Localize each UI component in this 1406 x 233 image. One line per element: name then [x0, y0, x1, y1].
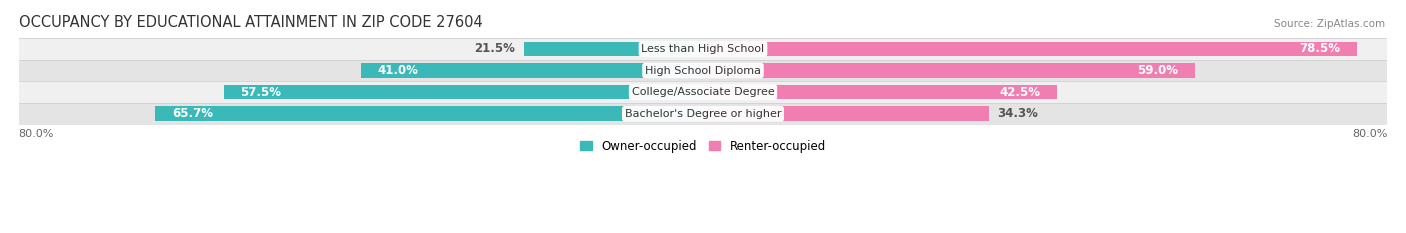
Text: 21.5%: 21.5% [475, 42, 516, 55]
Bar [361, 63, 703, 78]
Bar [20, 38, 1386, 60]
Bar [155, 106, 703, 121]
Text: 59.0%: 59.0% [1137, 64, 1178, 77]
Bar [20, 81, 1386, 103]
Text: Source: ZipAtlas.com: Source: ZipAtlas.com [1274, 19, 1385, 29]
Text: 41.0%: 41.0% [378, 64, 419, 77]
Text: Bachelor's Degree or higher: Bachelor's Degree or higher [624, 109, 782, 119]
Legend: Owner-occupied, Renter-occupied: Owner-occupied, Renter-occupied [575, 135, 831, 158]
Bar [20, 60, 1386, 81]
Bar [524, 41, 703, 56]
Text: High School Diploma: High School Diploma [645, 65, 761, 75]
Text: College/Associate Degree: College/Associate Degree [631, 87, 775, 97]
Bar [703, 106, 988, 121]
Text: OCCUPANCY BY EDUCATIONAL ATTAINMENT IN ZIP CODE 27604: OCCUPANCY BY EDUCATIONAL ATTAINMENT IN Z… [20, 15, 484, 30]
Text: 42.5%: 42.5% [1000, 86, 1040, 99]
Bar [703, 63, 1195, 78]
Bar [20, 103, 1386, 124]
Text: 57.5%: 57.5% [240, 86, 281, 99]
Text: 78.5%: 78.5% [1299, 42, 1341, 55]
Bar [703, 85, 1057, 99]
Text: 65.7%: 65.7% [172, 107, 212, 120]
Text: 34.3%: 34.3% [997, 107, 1038, 120]
Text: Less than High School: Less than High School [641, 44, 765, 54]
Bar [703, 41, 1357, 56]
Bar [224, 85, 703, 99]
